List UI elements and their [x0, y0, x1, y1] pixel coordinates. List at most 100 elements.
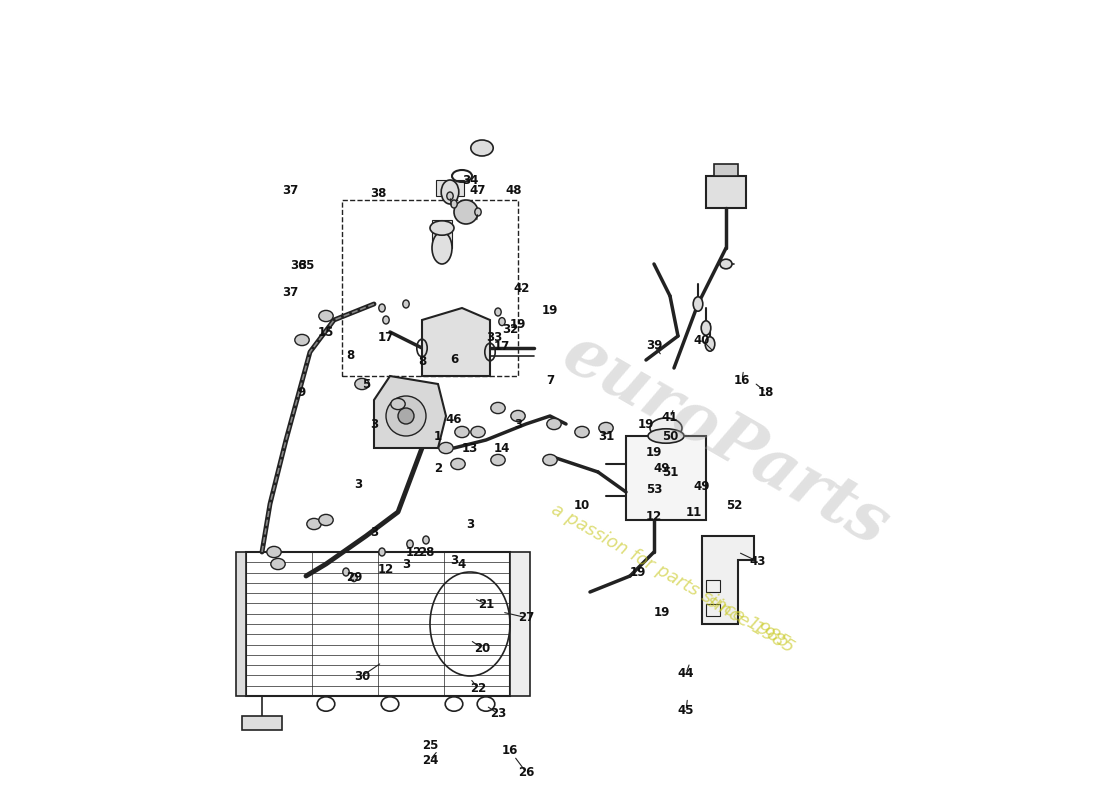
Ellipse shape	[383, 316, 389, 324]
Ellipse shape	[407, 540, 414, 548]
Ellipse shape	[575, 426, 590, 438]
Ellipse shape	[403, 300, 409, 308]
Bar	[236, 552, 246, 696]
Ellipse shape	[547, 418, 561, 430]
Text: 52: 52	[726, 499, 742, 512]
Ellipse shape	[451, 200, 458, 208]
Ellipse shape	[378, 304, 385, 312]
Text: 30: 30	[354, 670, 370, 682]
Text: 19: 19	[653, 606, 670, 618]
Ellipse shape	[498, 318, 505, 326]
Text: a passion for parts since 1985: a passion for parts since 1985	[548, 500, 792, 652]
Text: 19: 19	[646, 446, 662, 458]
Text: 11: 11	[686, 506, 702, 518]
Ellipse shape	[701, 321, 711, 335]
Ellipse shape	[307, 518, 321, 530]
Ellipse shape	[542, 454, 558, 466]
Ellipse shape	[398, 408, 414, 424]
Text: 51: 51	[662, 466, 679, 478]
Bar	[706, 580, 721, 592]
Text: 24: 24	[421, 754, 438, 766]
Text: 18: 18	[758, 386, 774, 398]
Text: 43: 43	[750, 555, 767, 568]
Bar	[432, 220, 452, 248]
Text: 38: 38	[370, 187, 386, 200]
Text: 12: 12	[406, 546, 422, 558]
Text: 19: 19	[509, 318, 526, 330]
Text: 3: 3	[466, 518, 474, 530]
Text: 37: 37	[282, 286, 298, 298]
Text: 3: 3	[354, 478, 362, 490]
Ellipse shape	[471, 140, 493, 156]
Ellipse shape	[319, 310, 333, 322]
Ellipse shape	[471, 426, 485, 438]
Text: 6: 6	[450, 354, 458, 366]
Ellipse shape	[355, 378, 370, 390]
Text: 21: 21	[477, 598, 494, 610]
Text: 41: 41	[662, 411, 679, 424]
Ellipse shape	[454, 200, 478, 224]
Bar	[626, 436, 706, 520]
Polygon shape	[374, 376, 446, 448]
Text: 50: 50	[662, 430, 679, 442]
Ellipse shape	[693, 297, 703, 311]
Ellipse shape	[491, 454, 505, 466]
Text: 49: 49	[694, 480, 711, 493]
Ellipse shape	[343, 568, 349, 576]
Text: 28: 28	[418, 546, 434, 558]
Text: 45: 45	[678, 704, 694, 717]
Text: 3: 3	[370, 526, 378, 538]
Polygon shape	[422, 308, 490, 376]
Text: 3: 3	[402, 558, 410, 570]
Bar	[436, 180, 464, 196]
Bar	[706, 176, 746, 208]
Ellipse shape	[475, 208, 481, 216]
Ellipse shape	[491, 402, 505, 414]
Bar	[242, 716, 282, 730]
Bar	[510, 552, 530, 696]
Text: 47: 47	[470, 184, 486, 197]
Ellipse shape	[454, 426, 470, 438]
Text: 14: 14	[494, 442, 510, 454]
Ellipse shape	[319, 514, 333, 526]
Text: 36: 36	[289, 259, 306, 272]
Bar	[246, 552, 510, 696]
Text: 12: 12	[378, 563, 394, 576]
Text: 1: 1	[433, 430, 442, 442]
Text: 17: 17	[378, 331, 394, 344]
Polygon shape	[702, 536, 754, 624]
Text: 37: 37	[282, 184, 298, 197]
Ellipse shape	[430, 221, 454, 235]
Text: 31: 31	[598, 430, 614, 442]
Text: 27: 27	[518, 611, 535, 624]
Ellipse shape	[386, 396, 426, 436]
Text: since 1985: since 1985	[703, 591, 798, 657]
Bar	[706, 604, 721, 616]
Text: 46: 46	[446, 413, 462, 426]
Text: 15: 15	[318, 326, 334, 338]
Ellipse shape	[390, 398, 405, 410]
Text: 19: 19	[638, 418, 654, 430]
Text: 9: 9	[298, 386, 306, 398]
Ellipse shape	[451, 458, 465, 470]
Text: 32: 32	[502, 323, 518, 336]
Text: 34: 34	[462, 174, 478, 186]
Ellipse shape	[351, 574, 358, 582]
Text: 5: 5	[362, 378, 370, 390]
Text: 22: 22	[470, 682, 486, 694]
Text: 3: 3	[450, 554, 458, 566]
Ellipse shape	[648, 429, 684, 443]
Text: 7: 7	[546, 374, 554, 386]
Text: 44: 44	[678, 667, 694, 680]
Text: 23: 23	[490, 707, 506, 720]
Text: 4: 4	[458, 558, 466, 570]
Bar	[714, 164, 738, 176]
Ellipse shape	[598, 422, 613, 434]
Text: 8: 8	[418, 355, 426, 368]
Text: 12: 12	[646, 510, 662, 522]
Ellipse shape	[705, 337, 715, 351]
Ellipse shape	[495, 308, 502, 316]
Text: 25: 25	[421, 739, 438, 752]
Text: 48: 48	[506, 184, 522, 197]
Ellipse shape	[271, 558, 285, 570]
